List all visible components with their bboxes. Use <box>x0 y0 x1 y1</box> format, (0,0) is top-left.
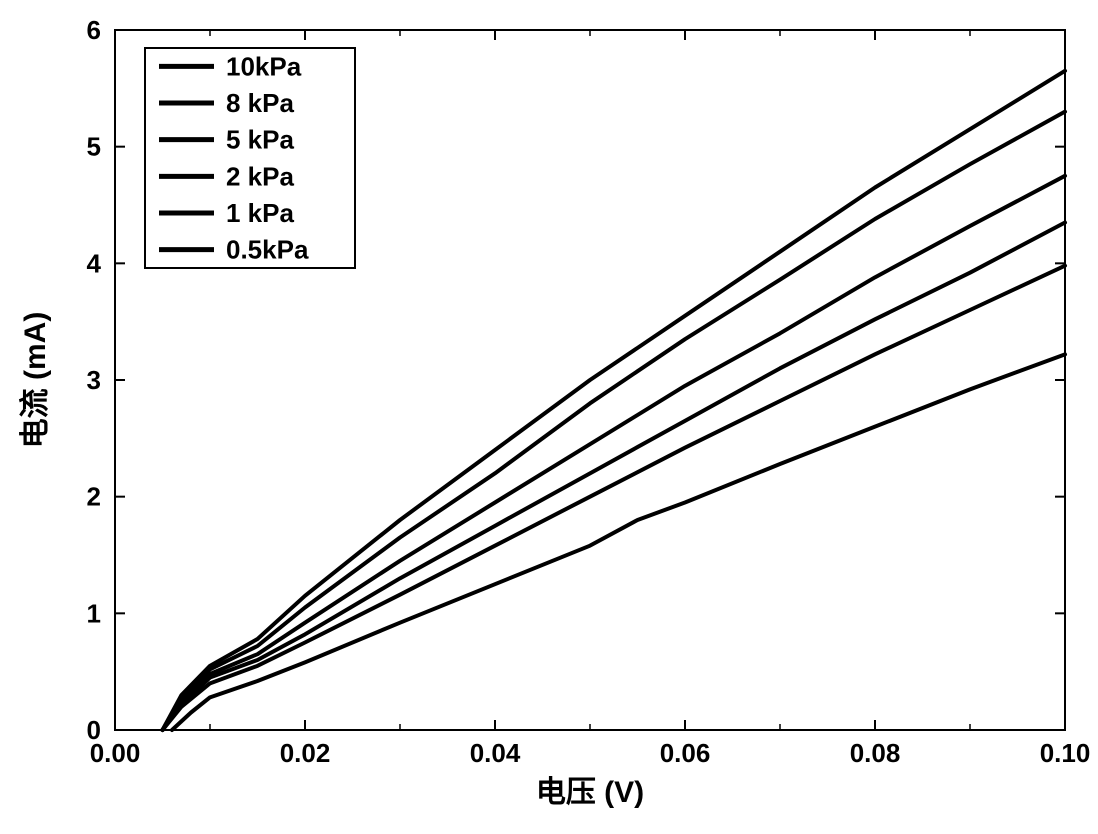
series-line <box>163 266 1066 730</box>
legend-label: 8 kPa <box>226 88 294 118</box>
x-tick-label: 0.04 <box>470 738 521 768</box>
x-tick-label: 0.06 <box>660 738 711 768</box>
series-line <box>172 354 1065 730</box>
x-tick-label: 0.10 <box>1040 738 1091 768</box>
y-tick-label: 2 <box>87 482 101 512</box>
y-tick-label: 0 <box>87 715 101 745</box>
series-line <box>163 223 1066 731</box>
x-tick-label: 0.08 <box>850 738 901 768</box>
x-tick-label: 0.02 <box>280 738 331 768</box>
y-tick-label: 5 <box>87 132 101 162</box>
y-tick-label: 4 <box>87 248 102 278</box>
y-tick-label: 3 <box>87 365 101 395</box>
legend-label: 0.5kPa <box>226 235 309 265</box>
x-axis-label: 电压 (V) <box>536 776 644 809</box>
legend-label: 1 kPa <box>226 198 294 228</box>
legend-label: 2 kPa <box>226 161 294 191</box>
line-chart: 0.000.020.040.060.080.10电压 (V)0123456电流 … <box>0 0 1098 834</box>
y-axis-label: 电流 (mA) <box>19 312 52 449</box>
y-tick-label: 1 <box>87 598 101 628</box>
legend-label: 5 kPa <box>226 125 294 155</box>
y-tick-label: 6 <box>87 15 101 45</box>
chart-container: 0.000.020.040.060.080.10电压 (V)0123456电流 … <box>0 0 1098 834</box>
legend-label: 10kPa <box>226 51 302 81</box>
